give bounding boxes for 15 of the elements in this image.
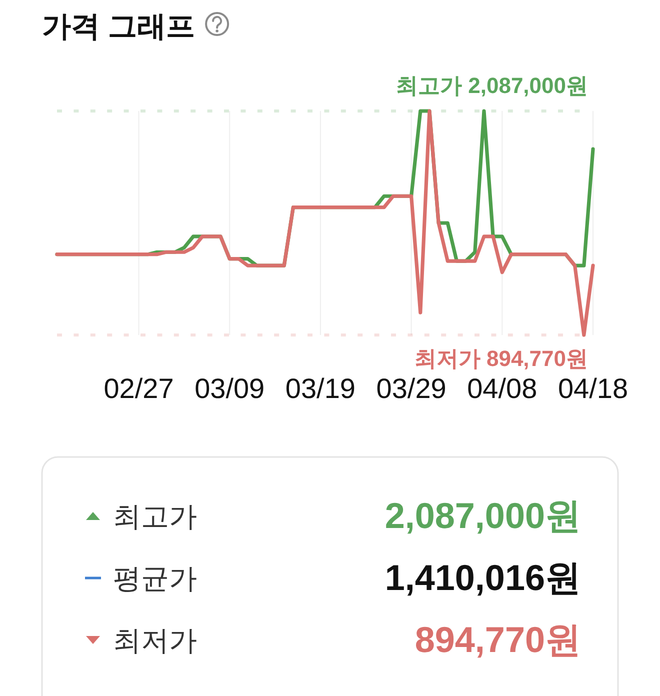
- card-label: 평균가: [113, 563, 197, 594]
- card-value: 894,770원: [414, 619, 581, 660]
- x-tick-label: 03/09: [194, 373, 265, 404]
- card-label: 최저가: [113, 625, 197, 656]
- x-tick-label: 02/27: [104, 373, 174, 404]
- x-tick-label: 04/08: [467, 373, 538, 404]
- x-tick-label: 04/18: [558, 373, 628, 404]
- card-value: 2,087,000원: [384, 495, 581, 536]
- title: 가격 그래프: [42, 11, 196, 43]
- ref-line-label: 최저가 894,770원: [414, 346, 588, 371]
- ref-line-label: 최고가 2,087,000원: [396, 73, 588, 98]
- card-label: 최고가: [113, 501, 197, 532]
- card-value: 1,410,016원: [384, 557, 581, 598]
- x-tick-label: 03/29: [376, 373, 446, 404]
- x-tick-label: 03/19: [285, 373, 356, 404]
